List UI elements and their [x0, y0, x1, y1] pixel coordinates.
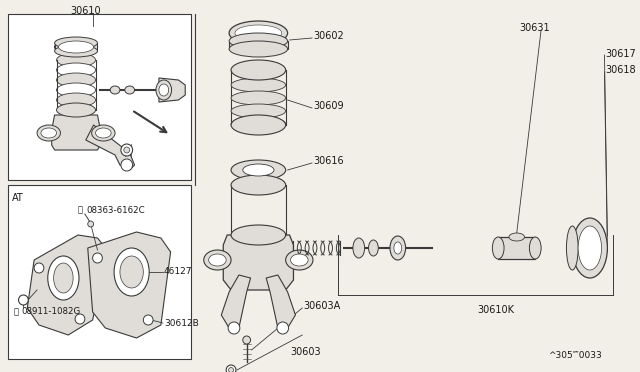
Ellipse shape — [291, 254, 308, 266]
Ellipse shape — [209, 254, 226, 266]
Text: 30602: 30602 — [313, 31, 344, 41]
Ellipse shape — [229, 41, 287, 57]
Ellipse shape — [566, 226, 578, 270]
Text: 30610K: 30610K — [477, 305, 515, 315]
Polygon shape — [223, 235, 294, 290]
Polygon shape — [86, 125, 134, 170]
Ellipse shape — [121, 159, 132, 171]
Ellipse shape — [235, 25, 282, 41]
Ellipse shape — [92, 125, 115, 141]
Ellipse shape — [229, 33, 287, 49]
Ellipse shape — [54, 45, 97, 57]
Ellipse shape — [156, 80, 172, 100]
Ellipse shape — [34, 263, 44, 273]
Bar — [498, 237, 535, 259]
Ellipse shape — [56, 93, 95, 107]
Text: 30612B: 30612B — [164, 318, 198, 327]
Ellipse shape — [56, 63, 95, 77]
Polygon shape — [52, 115, 100, 150]
Ellipse shape — [110, 86, 120, 94]
Ellipse shape — [54, 263, 73, 293]
Ellipse shape — [243, 336, 251, 344]
Ellipse shape — [54, 39, 97, 55]
Ellipse shape — [88, 221, 93, 227]
Text: 30603A: 30603A — [303, 301, 340, 311]
Ellipse shape — [231, 78, 285, 92]
Text: 30618: 30618 — [605, 65, 636, 75]
Ellipse shape — [121, 144, 132, 156]
Text: 46127: 46127 — [164, 267, 192, 276]
Ellipse shape — [41, 128, 56, 138]
Text: 08911-1082G: 08911-1082G — [22, 308, 81, 317]
Text: 30617: 30617 — [605, 49, 636, 59]
Ellipse shape — [120, 256, 143, 288]
Ellipse shape — [125, 86, 134, 94]
Ellipse shape — [509, 233, 525, 241]
Bar — [8, 14, 191, 180]
Ellipse shape — [228, 322, 240, 334]
Polygon shape — [221, 275, 251, 328]
Text: ^305⁗0033: ^305⁗0033 — [548, 352, 602, 360]
Ellipse shape — [231, 91, 285, 105]
Ellipse shape — [277, 322, 289, 334]
Polygon shape — [88, 232, 171, 338]
Text: 30609: 30609 — [313, 101, 344, 111]
Text: 30603: 30603 — [291, 347, 321, 357]
Ellipse shape — [56, 83, 95, 97]
Ellipse shape — [578, 226, 602, 270]
Ellipse shape — [19, 295, 28, 305]
Ellipse shape — [231, 117, 285, 131]
Bar — [229, 41, 287, 49]
Ellipse shape — [529, 237, 541, 259]
Ellipse shape — [37, 125, 60, 141]
Ellipse shape — [124, 147, 130, 153]
Ellipse shape — [226, 365, 236, 372]
Ellipse shape — [369, 240, 378, 256]
Ellipse shape — [75, 314, 85, 324]
Ellipse shape — [572, 218, 607, 278]
Ellipse shape — [204, 250, 231, 270]
Ellipse shape — [56, 53, 95, 67]
Polygon shape — [159, 78, 185, 102]
Ellipse shape — [229, 21, 287, 45]
Text: 30610: 30610 — [70, 6, 101, 16]
Ellipse shape — [48, 256, 79, 300]
Text: Ⓝ: Ⓝ — [13, 308, 19, 317]
Ellipse shape — [159, 84, 169, 96]
Ellipse shape — [143, 315, 153, 325]
Text: 08363-6162C: 08363-6162C — [87, 205, 145, 215]
Ellipse shape — [58, 41, 93, 53]
Ellipse shape — [231, 60, 285, 80]
Text: 30631: 30631 — [520, 23, 550, 33]
Ellipse shape — [353, 238, 365, 258]
Ellipse shape — [114, 248, 149, 296]
Bar — [8, 185, 191, 359]
Text: Ⓝ: Ⓝ — [77, 205, 83, 215]
Text: 30616: 30616 — [313, 156, 344, 166]
Polygon shape — [28, 235, 108, 335]
Ellipse shape — [56, 103, 95, 117]
Ellipse shape — [231, 115, 285, 135]
Bar — [54, 43, 97, 51]
Text: AT: AT — [12, 193, 24, 203]
Ellipse shape — [231, 175, 285, 195]
Ellipse shape — [93, 253, 102, 263]
Ellipse shape — [390, 236, 406, 260]
Ellipse shape — [394, 242, 402, 254]
Ellipse shape — [231, 160, 285, 180]
Ellipse shape — [492, 237, 504, 259]
Ellipse shape — [231, 104, 285, 118]
Ellipse shape — [95, 128, 111, 138]
Ellipse shape — [243, 164, 274, 176]
Ellipse shape — [231, 225, 285, 245]
Ellipse shape — [54, 37, 97, 49]
Ellipse shape — [228, 368, 234, 372]
Polygon shape — [266, 275, 296, 328]
Ellipse shape — [56, 73, 95, 87]
Ellipse shape — [285, 250, 313, 270]
